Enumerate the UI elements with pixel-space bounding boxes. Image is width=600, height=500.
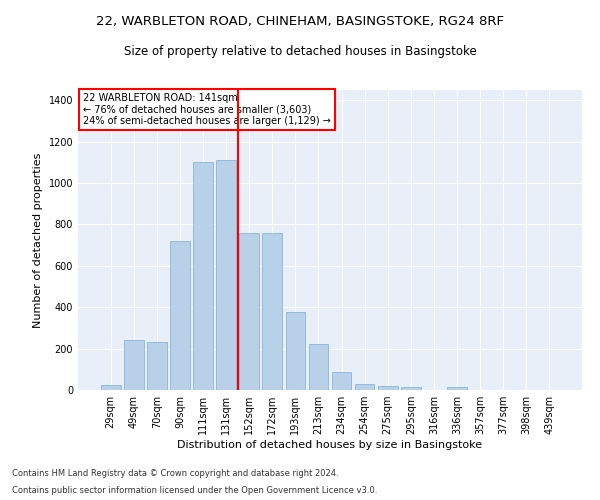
Bar (262, 233, 282, 390)
X-axis label: Distribution of detached houses by size in Basingstoke: Distribution of detached houses by size … (178, 440, 482, 450)
Bar (308, 344, 328, 390)
Bar (447, 387, 467, 390)
Text: Contains public sector information licensed under the Open Government Licence v3: Contains public sector information licen… (12, 486, 377, 495)
Bar (193, 162, 213, 390)
Bar (101, 385, 121, 390)
Text: Contains HM Land Registry data © Crown copyright and database right 2024.: Contains HM Land Registry data © Crown c… (12, 468, 338, 477)
Y-axis label: Number of detached properties: Number of detached properties (33, 152, 43, 328)
Bar (355, 384, 374, 390)
Bar (170, 241, 190, 390)
Bar (217, 160, 236, 390)
Text: 22 WARBLETON ROAD: 141sqm
← 76% of detached houses are smaller (3,603)
24% of se: 22 WARBLETON ROAD: 141sqm ← 76% of detac… (83, 93, 331, 126)
Bar (401, 387, 421, 390)
Text: Size of property relative to detached houses in Basingstoke: Size of property relative to detached ho… (124, 45, 476, 58)
Bar (147, 342, 167, 390)
Bar (332, 372, 352, 390)
Text: 22, WARBLETON ROAD, CHINEHAM, BASINGSTOKE, RG24 8RF: 22, WARBLETON ROAD, CHINEHAM, BASINGSTOK… (96, 15, 504, 28)
Bar (239, 233, 259, 390)
Bar (286, 312, 305, 390)
Bar (124, 340, 143, 390)
Bar (378, 386, 398, 390)
